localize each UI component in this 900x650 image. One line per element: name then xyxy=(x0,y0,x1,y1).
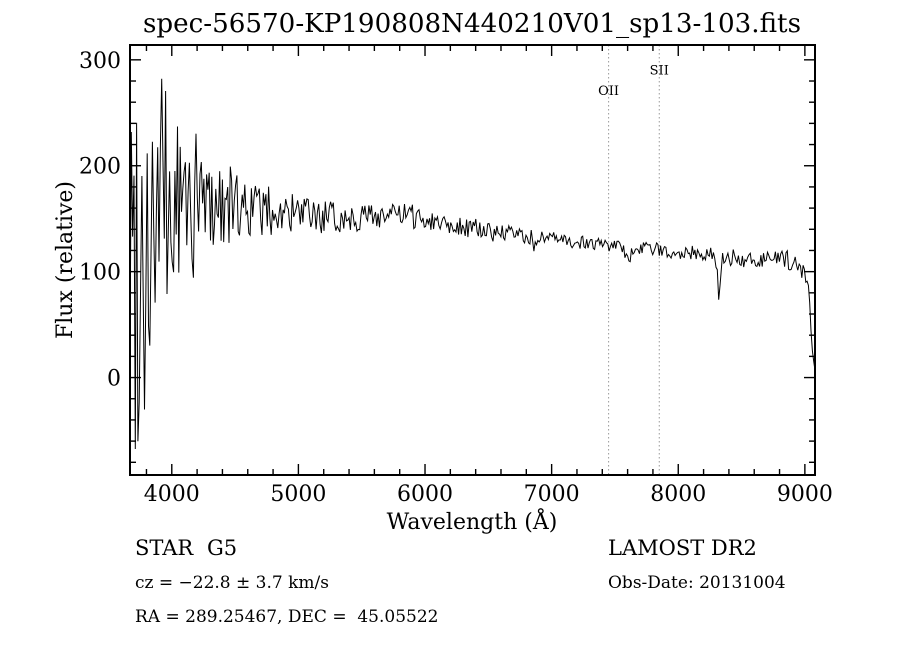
plot-frame xyxy=(129,44,816,476)
y-tick-label: 200 xyxy=(79,155,121,180)
y-tick-label: 100 xyxy=(79,261,121,286)
emission-line-markers: OII SII xyxy=(598,45,669,475)
subclass-label: G5 xyxy=(207,536,237,560)
survey-label: LAMOST DR2 xyxy=(608,536,757,560)
cz-value: cz = −22.8 ± 3.7 km/s xyxy=(135,573,329,593)
chart-title: spec-56570-KP190808N440210V01_sp13-103.f… xyxy=(143,9,801,39)
spectrum-series xyxy=(129,78,816,450)
marker-label-SII: SII xyxy=(650,64,669,79)
obs-date-value: Obs-Date: 20131004 xyxy=(608,573,786,593)
spectrum-line xyxy=(129,78,816,450)
x-tick-label: 8000 xyxy=(650,482,706,507)
x-tick-label: 6000 xyxy=(397,482,453,507)
x-tick-label: 5000 xyxy=(270,482,326,507)
x-axis-label: Wavelength (Å) xyxy=(387,507,558,535)
marker-label-OII: OII xyxy=(598,84,619,99)
object-type-label: STAR xyxy=(135,536,194,560)
ra-dec-value: RA = 289.25467, DEC = 45.05522 xyxy=(135,607,439,627)
x-tick-label: 9000 xyxy=(777,482,833,507)
y-axis-label: Flux (relative) xyxy=(53,181,78,339)
x-tick-label: 7000 xyxy=(524,482,580,507)
y-tick-label: 0 xyxy=(107,367,121,392)
axis-ticks xyxy=(130,45,815,475)
y-tick-label: 300 xyxy=(79,49,121,74)
axis-tick-labels: 4000 5000 6000 7000 8000 9000 0 100 200 300 xyxy=(79,49,833,507)
x-tick-label: 4000 xyxy=(144,482,200,507)
